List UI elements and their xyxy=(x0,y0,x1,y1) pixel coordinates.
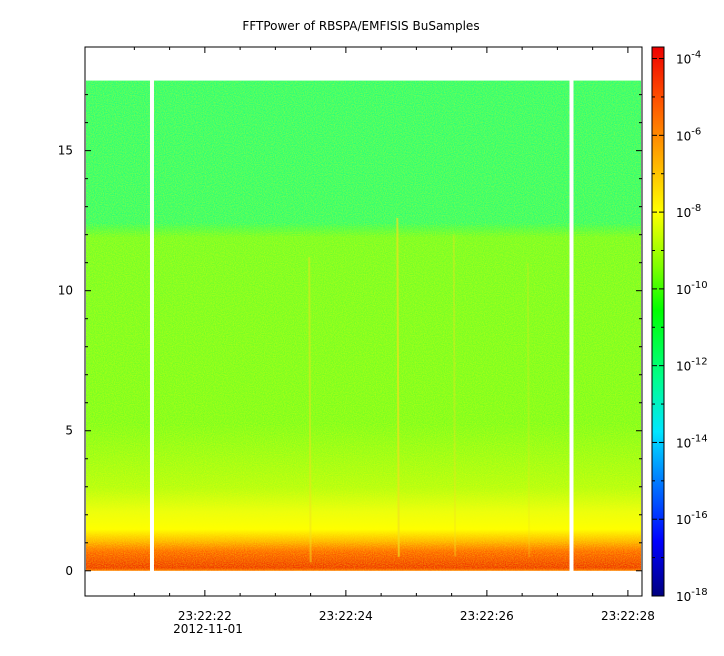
colorbar-tick-label: 10-4 xyxy=(676,50,701,67)
spectrogram-plot-area xyxy=(86,79,641,572)
y-tick-label: 5 xyxy=(65,424,73,438)
colorbar-tick-label: 10-14 xyxy=(676,433,708,450)
y-axis: 0 5 10 15 xyxy=(58,94,642,578)
x-tick-label: 23:22:28 xyxy=(601,609,655,623)
colorbar-tick-label: 10-8 xyxy=(676,203,701,220)
colorbar-tick-label: 10-12 xyxy=(676,357,708,374)
x-tick-label: 23:22:26 xyxy=(460,609,514,623)
x-axis: 23:22:22 23:22:24 23:22:26 23:22:28 xyxy=(133,47,655,623)
x-tick-label: 23:22:22 xyxy=(178,609,232,623)
y-tick-label: 15 xyxy=(58,144,73,158)
data-gaps xyxy=(149,79,574,572)
emission-streak xyxy=(308,257,312,563)
plot-frame xyxy=(84,46,643,597)
chart-title: FFTPower of RBSPA/EMFISIS BuSamples xyxy=(242,19,479,33)
y-tick-label: 0 xyxy=(65,564,73,578)
emission-streaks xyxy=(308,217,531,563)
colorbar-tick-label: 10-18 xyxy=(676,587,708,604)
data-gap xyxy=(149,79,154,572)
emission-streak xyxy=(452,234,457,557)
colorbar-ticks: 10-4 10-6 10-8 10-10 10-12 10-14 10-16 10-18 xyxy=(652,50,708,604)
colorbar-tick-label: 10-6 xyxy=(676,126,701,143)
data-gap xyxy=(569,79,574,572)
x-axis-date-label: 2012-11-01 xyxy=(173,622,243,636)
emission-streak xyxy=(526,262,531,557)
colorbar-tick-label: 10-16 xyxy=(676,510,708,527)
y-tick-label: 10 xyxy=(58,284,73,298)
emission-streak xyxy=(396,217,400,557)
spectrogram-noise-texture xyxy=(86,80,641,571)
colorbar-tick-label: 10-10 xyxy=(676,280,708,297)
x-tick-label: 23:22:24 xyxy=(319,609,373,623)
colorbar xyxy=(651,46,665,597)
